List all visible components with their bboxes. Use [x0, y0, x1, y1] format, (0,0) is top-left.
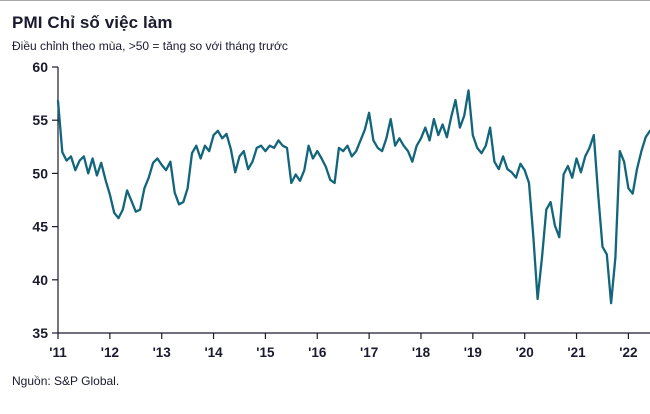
- source-note: Nguồn: S&P Global.: [12, 374, 120, 388]
- x-tick-label: '11: [49, 345, 67, 360]
- chart-subtitle: Điều chỉnh theo mùa, >50 = tăng so với t…: [12, 39, 288, 53]
- pmi-line-chart: 35 40 45 50 55 60 '11 '12 '13 '14 '15 '16 '17 '18 '19 '…: [10, 57, 650, 372]
- y-tick-label: 55: [32, 112, 48, 128]
- page-title: PMI Chỉ số việc làm: [12, 13, 173, 32]
- x-tick-label: '19: [464, 345, 482, 360]
- x-tick-label: '12: [101, 345, 119, 360]
- x-tick-label: '20: [516, 345, 534, 360]
- y-tick-label: 35: [32, 325, 48, 341]
- pmi-series-line: [56, 89, 650, 305]
- x-tick-label: '21: [567, 345, 586, 360]
- x-tick-label: '22: [619, 345, 637, 360]
- x-tick-label: '17: [360, 345, 378, 360]
- y-tick-label: 40: [32, 272, 48, 288]
- x-tick-label: '13: [153, 345, 172, 360]
- x-tick-label: '18: [412, 345, 431, 360]
- x-tick-label: '15: [256, 345, 275, 360]
- x-tick-label: '14: [204, 345, 223, 360]
- x-tick-label: '16: [308, 345, 327, 360]
- chart-canvas: 35 40 45 50 55 60 '11 '12 '13 '14 '15 '16 '17 '18 '19 '…: [32, 59, 650, 360]
- y-tick-label: 60: [32, 59, 48, 75]
- y-tick-label: 45: [32, 219, 48, 235]
- y-tick-label: 50: [32, 165, 48, 181]
